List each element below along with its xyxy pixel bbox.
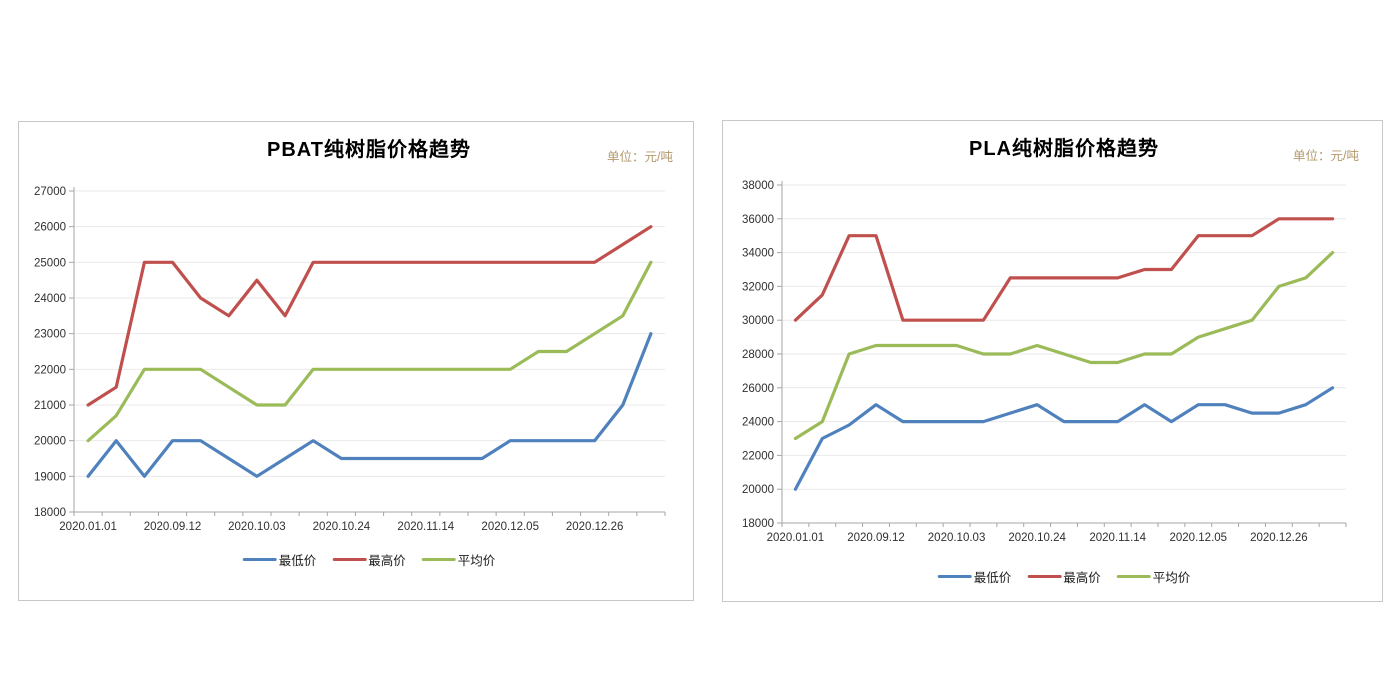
y-axis-label: 28000: [742, 349, 774, 361]
highest-line-swatch: [332, 557, 367, 562]
chart-title: PBAT纯树脂价格趋势: [267, 139, 471, 161]
x-axis-label: 2020.12.26: [1250, 532, 1308, 544]
average-line-swatch: [1116, 574, 1151, 579]
series-line-highest: [793, 217, 1335, 322]
y-axis-label: 18000: [34, 507, 66, 519]
y-axis-label: 23000: [34, 329, 66, 341]
x-axis-label: 2020.10.24: [1008, 532, 1066, 544]
x-axis-label: 2020.12.26: [566, 521, 624, 533]
y-axis-label: 24000: [742, 417, 774, 429]
legend: 最低价 最高价 平均价: [242, 550, 496, 569]
legend-label-highest: 最高价: [1063, 571, 1101, 585]
legend-label-lowest: 最低价: [278, 554, 317, 568]
x-axis-label: 2020.09.12: [847, 532, 905, 544]
y-axis-label: 24000: [34, 293, 66, 305]
pla-price-trend-chart: 18000 20000 22000 24000 26000 28000 30000 32000…: [742, 180, 1347, 544]
y-axis-label: 22000: [742, 450, 774, 462]
x-axis-label: 2020.12.05: [481, 521, 539, 533]
lowest-line-swatch: [937, 574, 972, 579]
y-axis-label: 32000: [742, 281, 774, 293]
series-line-highest: [86, 225, 653, 407]
unit-label: 单位：元/吨: [607, 150, 673, 164]
y-axis-label: 18000: [742, 518, 774, 530]
legend-label-average: 平均价: [457, 554, 496, 568]
x-axis-label: 2020.10.03: [928, 532, 986, 544]
y-axis-label: 30000: [742, 315, 774, 327]
x-axis-label: 2020.01.01: [767, 532, 825, 544]
y-axis-label: 26000: [34, 222, 66, 234]
y-axis-label: 19000: [34, 471, 66, 483]
legend-label-highest: 最高价: [368, 554, 406, 568]
y-axis-label: 21000: [34, 400, 66, 412]
pbat-chart-card: 18000 19000 20000 21000 22000 23000 24000 25000…: [18, 121, 694, 601]
x-axis-label: 2020.11.14: [397, 521, 454, 533]
legend-item-highest: 最高价: [1027, 567, 1101, 586]
highest-line-swatch: [1027, 574, 1062, 579]
legend-item-average: 平均价: [421, 550, 496, 569]
legend-label-lowest: 最低价: [973, 571, 1012, 585]
pla-chart-card: 18000 20000 22000 24000 26000 28000 30000 32000…: [722, 120, 1383, 602]
series-line-average: [793, 251, 1335, 441]
legend-label-average: 平均价: [1152, 571, 1191, 585]
series-line-average: [86, 260, 653, 443]
y-axis-label: 36000: [742, 214, 774, 226]
x-axis-label: 2020.10.24: [313, 521, 371, 533]
chart-title: PLA纯树脂价格趋势: [969, 138, 1159, 160]
y-axis-label: 22000: [34, 364, 66, 376]
series-line-lowest: [793, 386, 1335, 491]
series-line-lowest: [86, 332, 653, 478]
legend: 最低价 最高价 平均价: [937, 567, 1191, 586]
legend-item-average: 平均价: [1116, 567, 1191, 586]
lowest-line-swatch: [242, 557, 277, 562]
x-axis-label: 2020.11.14: [1089, 532, 1146, 544]
x-axis-label: 2020.09.12: [144, 521, 202, 533]
legend-item-lowest: 最低价: [937, 567, 1012, 586]
x-axis-label: 2020.10.03: [228, 521, 286, 533]
pbat-price-trend-chart: 18000 19000 20000 21000 22000 23000 24000 25000…: [34, 186, 666, 533]
legend-item-lowest: 最低价: [242, 550, 317, 569]
y-axis-label: 27000: [34, 186, 66, 198]
y-axis-label: 38000: [742, 180, 774, 192]
unit-label: 单位：元/吨: [1293, 149, 1359, 163]
legend-item-highest: 最高价: [332, 550, 406, 569]
x-axis-label: 2020.12.05: [1170, 532, 1228, 544]
average-line-swatch: [421, 557, 456, 562]
y-axis-label: 20000: [742, 484, 774, 496]
y-axis-label: 26000: [742, 383, 774, 395]
y-axis-label: 20000: [34, 436, 66, 448]
y-axis-label: 34000: [742, 248, 774, 260]
x-axis-label: 2020.01.01: [59, 521, 117, 533]
y-axis-label: 25000: [34, 257, 66, 269]
